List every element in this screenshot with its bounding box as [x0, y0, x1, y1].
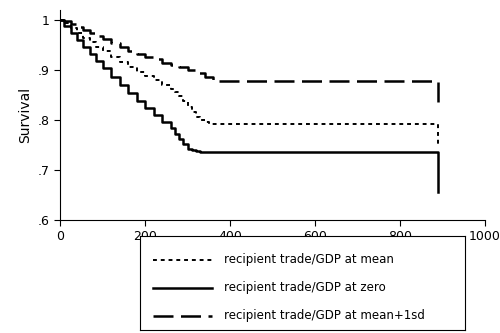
recipient trade/GDP at zero	[172, 132, 178, 136]
recipient trade/GDP at mean	[116, 60, 122, 64]
recipient trade/GDP at mean+1sd	[210, 79, 216, 83]
recipient trade/GDP at zero	[61, 25, 67, 29]
recipient trade/GDP at zero	[125, 91, 131, 95]
recipient trade/GDP at mean	[87, 41, 93, 45]
recipient trade/GDP at mean	[61, 22, 67, 26]
recipient trade/GDP at mean	[197, 118, 203, 122]
recipient trade/GDP at mean	[93, 45, 99, 49]
recipient trade/GDP at zero	[435, 190, 442, 194]
recipient trade/GDP at mean+1sd	[134, 52, 140, 56]
recipient trade/GDP at mean+1sd	[150, 57, 156, 61]
Y-axis label: Survival: Survival	[18, 87, 32, 143]
Line: recipient trade/GDP at zero: recipient trade/GDP at zero	[60, 20, 438, 192]
Text: recipient trade/GDP at mean+1sd: recipient trade/GDP at mean+1sd	[224, 309, 426, 322]
recipient trade/GDP at mean	[57, 18, 63, 22]
recipient trade/GDP at mean+1sd	[202, 75, 207, 79]
recipient trade/GDP at zero	[116, 84, 122, 88]
recipient trade/GDP at zero	[142, 107, 148, 111]
recipient trade/GDP at mean	[172, 91, 178, 95]
X-axis label: Time in months: Time in months	[219, 249, 326, 263]
recipient trade/GDP at mean	[150, 79, 156, 83]
recipient trade/GDP at mean	[427, 122, 433, 126]
Line: recipient trade/GDP at mean+1sd: recipient trade/GDP at mean+1sd	[60, 20, 438, 103]
recipient trade/GDP at mean	[193, 115, 199, 119]
recipient trade/GDP at mean+1sd	[87, 32, 93, 36]
recipient trade/GDP at mean	[134, 70, 140, 74]
recipient trade/GDP at zero	[108, 75, 114, 79]
recipient trade/GDP at mean+1sd	[159, 61, 165, 65]
recipient trade/GDP at zero	[197, 150, 203, 154]
recipient trade/GDP at mean+1sd	[142, 55, 148, 59]
recipient trade/GDP at mean+1sd	[427, 79, 433, 83]
recipient trade/GDP at mean+1sd	[100, 38, 105, 42]
Text: recipient trade/GDP at mean: recipient trade/GDP at mean	[224, 253, 394, 266]
recipient trade/GDP at zero	[189, 148, 195, 152]
recipient trade/GDP at mean	[168, 87, 173, 91]
recipient trade/GDP at zero	[57, 18, 63, 22]
recipient trade/GDP at mean	[184, 105, 190, 109]
recipient trade/GDP at zero	[427, 150, 433, 154]
recipient trade/GDP at zero	[74, 39, 80, 43]
recipient trade/GDP at zero	[150, 113, 156, 117]
recipient trade/GDP at mean+1sd	[61, 19, 67, 23]
recipient trade/GDP at mean	[100, 49, 105, 53]
recipient trade/GDP at zero	[176, 137, 182, 141]
recipient trade/GDP at zero	[159, 120, 165, 124]
Line: recipient trade/GDP at mean: recipient trade/GDP at mean	[60, 20, 438, 147]
recipient trade/GDP at mean+1sd	[427, 79, 433, 83]
recipient trade/GDP at mean+1sd	[80, 29, 86, 33]
recipient trade/GDP at mean	[206, 122, 212, 126]
recipient trade/GDP at mean	[80, 36, 86, 40]
recipient trade/GDP at zero	[180, 142, 186, 146]
recipient trade/GDP at mean+1sd	[57, 18, 63, 22]
recipient trade/GDP at mean	[176, 95, 182, 99]
recipient trade/GDP at mean	[74, 31, 80, 35]
recipient trade/GDP at mean	[427, 122, 433, 126]
recipient trade/GDP at mean	[435, 145, 442, 149]
recipient trade/GDP at zero	[68, 32, 73, 36]
recipient trade/GDP at mean+1sd	[168, 63, 173, 67]
recipient trade/GDP at mean	[68, 26, 73, 30]
recipient trade/GDP at mean+1sd	[74, 26, 80, 30]
recipient trade/GDP at mean+1sd	[108, 42, 114, 46]
recipient trade/GDP at zero	[184, 147, 190, 151]
recipient trade/GDP at zero	[193, 149, 199, 153]
recipient trade/GDP at zero	[134, 99, 140, 103]
recipient trade/GDP at mean	[108, 55, 114, 59]
recipient trade/GDP at mean+1sd	[125, 49, 131, 53]
Text: recipient trade/GDP at zero: recipient trade/GDP at zero	[224, 281, 386, 294]
recipient trade/GDP at zero	[168, 126, 173, 130]
recipient trade/GDP at mean	[142, 74, 148, 78]
recipient trade/GDP at mean+1sd	[184, 68, 190, 72]
recipient trade/GDP at zero	[100, 66, 105, 70]
recipient trade/GDP at mean+1sd	[68, 23, 73, 27]
recipient trade/GDP at mean	[125, 65, 131, 69]
recipient trade/GDP at mean	[202, 121, 207, 125]
recipient trade/GDP at zero	[87, 52, 93, 56]
recipient trade/GDP at mean+1sd	[176, 65, 182, 70]
recipient trade/GDP at mean	[180, 99, 186, 103]
recipient trade/GDP at mean+1sd	[93, 35, 99, 39]
recipient trade/GDP at mean+1sd	[193, 71, 199, 75]
recipient trade/GDP at mean+1sd	[435, 101, 442, 105]
recipient trade/GDP at zero	[427, 150, 433, 154]
recipient trade/GDP at mean	[159, 83, 165, 87]
recipient trade/GDP at zero	[80, 46, 86, 50]
recipient trade/GDP at mean+1sd	[116, 45, 122, 49]
recipient trade/GDP at mean	[189, 110, 195, 114]
recipient trade/GDP at zero	[93, 59, 99, 63]
